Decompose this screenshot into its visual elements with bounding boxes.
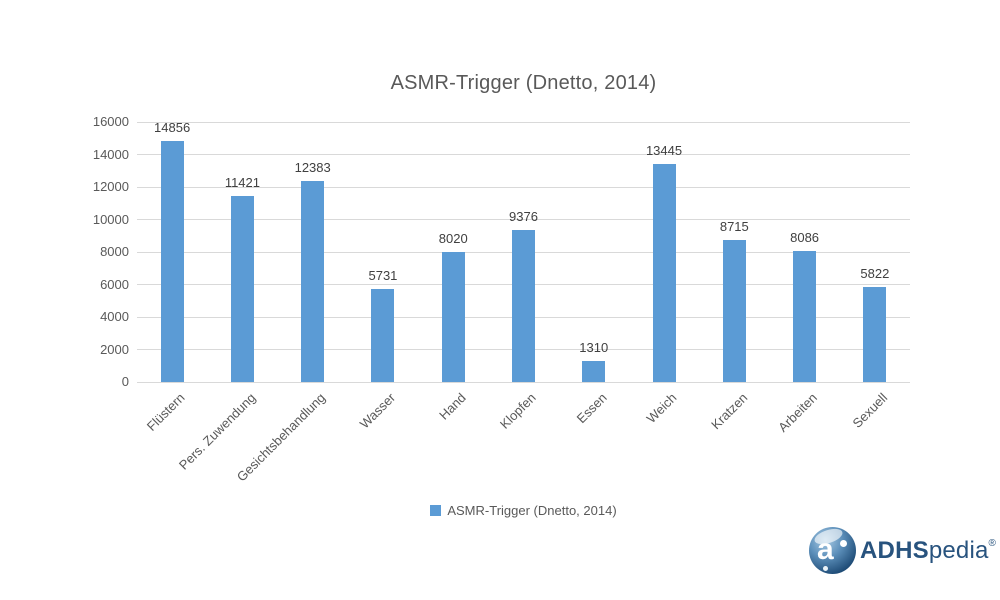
x-axis-label: Arbeiten [775, 390, 821, 435]
x-axis-label: Weich [643, 390, 680, 426]
bar-value-label: 8020 [438, 230, 468, 246]
logo-text: ADHSpedia® [860, 537, 996, 565]
x-axis-label: Kratzen [707, 390, 750, 433]
bar-value-label: 8715 [719, 219, 749, 235]
x-axis-label: Wasser [357, 390, 399, 432]
logo-dot [840, 540, 847, 547]
bar-value-label: 11421 [224, 175, 260, 191]
legend: ASMR-Trigger (Dnetto, 2014) [137, 503, 910, 518]
bar-10 [863, 287, 887, 382]
gridline [137, 381, 910, 383]
adhspedia-logo: a ADHSpedia® [809, 525, 996, 574]
registered-mark: ® [988, 537, 997, 549]
x-axis-label: Flüstern [143, 390, 188, 434]
bar-0 [160, 140, 184, 382]
y-axis-tick-label: 0 [121, 374, 129, 389]
chart-title: ASMR-Trigger (Dnetto, 2014) [390, 72, 657, 94]
y-axis-tick-label: 14000 [92, 146, 129, 162]
x-axis-label: Klopfen [497, 390, 540, 432]
bar-value-label: 8086 [790, 229, 820, 245]
adhspedia-logo-icon: a [809, 525, 856, 574]
gridline [137, 219, 910, 220]
bar-4 [441, 251, 465, 382]
plot-area: 0 2000 4000 6000 8000 10000 12000 14000 16000 148… [93, 114, 910, 484]
y-axis-tick-label: 10000 [92, 211, 129, 227]
y-axis-tick-label: 2000 [100, 341, 129, 357]
bar-3 [371, 288, 395, 382]
bar-value-label: 9376 [509, 208, 538, 224]
y-axis-tick-label: 6000 [100, 276, 129, 292]
bar-value-label: 5731 [368, 267, 398, 283]
logo-text-light: pedia [928, 536, 989, 564]
gridline [137, 154, 910, 155]
y-axis-tick-label: 16000 [92, 114, 129, 129]
bar-value-label: 13445 [645, 142, 683, 158]
bar-8 [722, 240, 746, 382]
bar-value-label: 12383 [294, 159, 331, 175]
bar-7 [652, 163, 676, 382]
x-axis-label: Hand [436, 390, 469, 423]
bar-9 [793, 250, 817, 382]
bar-6 [582, 360, 606, 382]
legend-marker-icon [430, 505, 442, 516]
bar-value-label: 1310 [579, 339, 609, 355]
y-axis-tick-label: 8000 [100, 244, 129, 259]
x-axis-label: Essen [573, 390, 610, 427]
gridline [137, 121, 910, 123]
legend-label: ASMR-Trigger (Dnetto, 2014) [447, 503, 617, 518]
y-axis-tick-label: 12000 [92, 179, 129, 194]
bar-value-label: 5822 [860, 266, 890, 282]
x-axis-label: Sexuell [849, 390, 891, 431]
bar-5 [512, 229, 535, 382]
logo-small-dot [823, 566, 828, 571]
gridline [137, 186, 910, 188]
logo-text-bold: ADHS [860, 536, 929, 564]
bar-value-label: 14856 [154, 119, 191, 135]
bar-2 [301, 180, 325, 382]
logo-letter: a [817, 533, 834, 566]
y-axis-tick-label: 4000 [100, 309, 129, 324]
bar-1 [230, 196, 254, 382]
